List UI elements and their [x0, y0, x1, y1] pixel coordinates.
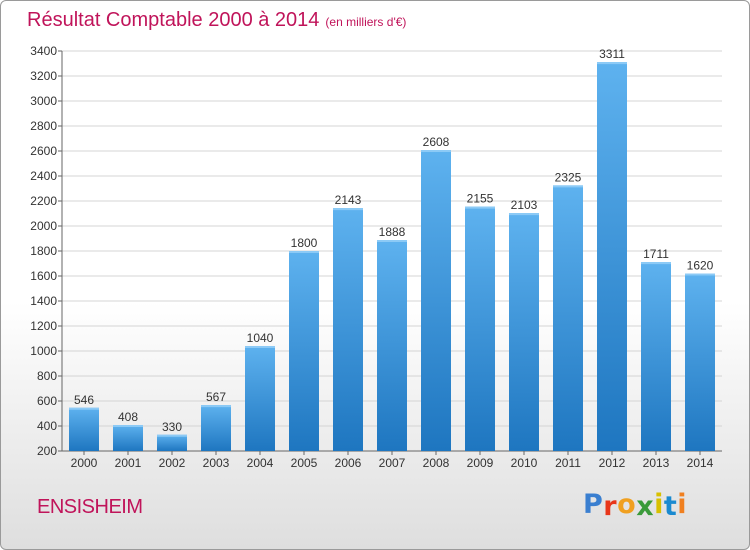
data-label: 546 — [74, 393, 94, 407]
bar-highlight — [377, 240, 407, 242]
commune-name: ENSISHEIM — [37, 496, 143, 518]
x-tick-label: 2001 — [115, 456, 142, 470]
bar-highlight — [641, 262, 671, 265]
chart-subtitle: (en milliers d'€) — [325, 15, 407, 29]
data-label: 2143 — [335, 193, 362, 207]
x-tick-label: 2010 — [511, 456, 538, 470]
data-label: 1800 — [291, 236, 318, 250]
y-tick-label: 200 — [37, 444, 57, 458]
logo-letter: x — [636, 491, 655, 522]
bar — [289, 251, 319, 451]
y-tick-label: 1200 — [30, 319, 57, 333]
y-tick-label: 2200 — [30, 194, 57, 208]
x-tick-label: 2006 — [335, 456, 362, 470]
bar — [157, 434, 187, 451]
proxiti-logo: Proxiti — [583, 489, 688, 522]
x-tick-label: 2012 — [599, 456, 626, 470]
data-label: 408 — [118, 410, 138, 424]
data-label: 1888 — [379, 225, 406, 239]
data-label: 2608 — [423, 135, 450, 149]
bar — [421, 150, 451, 451]
logo-letter: t — [663, 491, 678, 522]
data-label: 2325 — [555, 170, 582, 184]
bar — [69, 407, 99, 451]
y-tick-label: 1000 — [30, 344, 57, 358]
bar-highlight — [597, 62, 627, 65]
x-tick-label: 2007 — [379, 456, 406, 470]
y-tick-label: 3400 — [30, 44, 57, 58]
x-tick-label: 2009 — [467, 456, 494, 470]
x-tick-label: 2000 — [71, 456, 98, 470]
y-tick-label: 2600 — [30, 144, 57, 158]
bar-highlight — [685, 273, 715, 276]
bar-highlight — [157, 434, 187, 437]
bar — [641, 262, 671, 451]
bar — [553, 185, 583, 451]
x-tick-label: 2013 — [643, 456, 670, 470]
y-tick-label: 600 — [37, 394, 57, 408]
data-label: 567 — [206, 390, 226, 404]
bar — [113, 425, 143, 451]
logo-letter: i — [654, 489, 664, 520]
chart-title: Résultat Comptable 2000 à 2014 (en millie… — [27, 9, 406, 32]
y-tick-label: 2400 — [30, 169, 57, 183]
y-tick-label: 1400 — [30, 294, 57, 308]
x-tick-label: 2004 — [247, 456, 274, 470]
bar-highlight — [421, 150, 451, 152]
logo-letter: i — [677, 489, 688, 520]
bar-highlight — [333, 208, 363, 211]
bar — [377, 240, 407, 451]
data-label: 2103 — [511, 198, 538, 212]
data-label: 330 — [162, 420, 182, 434]
bar-highlight — [553, 185, 583, 188]
x-tick-label: 2008 — [423, 456, 450, 470]
y-tick-label: 400 — [37, 419, 57, 433]
bar — [509, 213, 539, 451]
data-label: 1620 — [687, 259, 714, 273]
bar — [201, 405, 231, 451]
logo-letter: P — [583, 489, 604, 520]
data-label: 1711 — [643, 247, 669, 261]
bar-highlight — [509, 213, 539, 216]
bar-highlight — [289, 251, 319, 253]
bar — [685, 273, 715, 451]
y-tick-label: 2800 — [30, 119, 57, 133]
y-tick-label: 2000 — [30, 219, 57, 233]
data-label: 3311 — [599, 47, 625, 61]
bar — [465, 206, 495, 451]
x-tick-label: 2011 — [555, 456, 581, 470]
bar — [245, 346, 275, 451]
data-label: 2155 — [467, 192, 494, 206]
x-tick-label: 2002 — [159, 456, 186, 470]
logo-letter: r — [603, 491, 618, 522]
logo-letter: o — [617, 489, 637, 520]
bar-highlight — [465, 206, 495, 209]
y-tick-label: 800 — [37, 369, 57, 383]
bar-highlight — [201, 405, 231, 408]
y-tick-label: 3200 — [30, 69, 57, 83]
bar-highlight — [69, 407, 99, 410]
y-tick-label: 1600 — [30, 269, 57, 283]
bar-highlight — [113, 425, 143, 427]
y-tick-label: 1800 — [30, 244, 57, 258]
x-tick-label: 2005 — [291, 456, 318, 470]
bar-highlight — [245, 346, 275, 348]
bar — [597, 62, 627, 451]
x-tick-label: 2003 — [203, 456, 230, 470]
y-tick-label: 3000 — [30, 94, 57, 108]
chart-title-text: Résultat Comptable 2000 à 2014 — [27, 9, 320, 31]
bar — [333, 208, 363, 451]
x-tick-label: 2014 — [687, 456, 714, 470]
data-label: 1040 — [247, 331, 274, 345]
